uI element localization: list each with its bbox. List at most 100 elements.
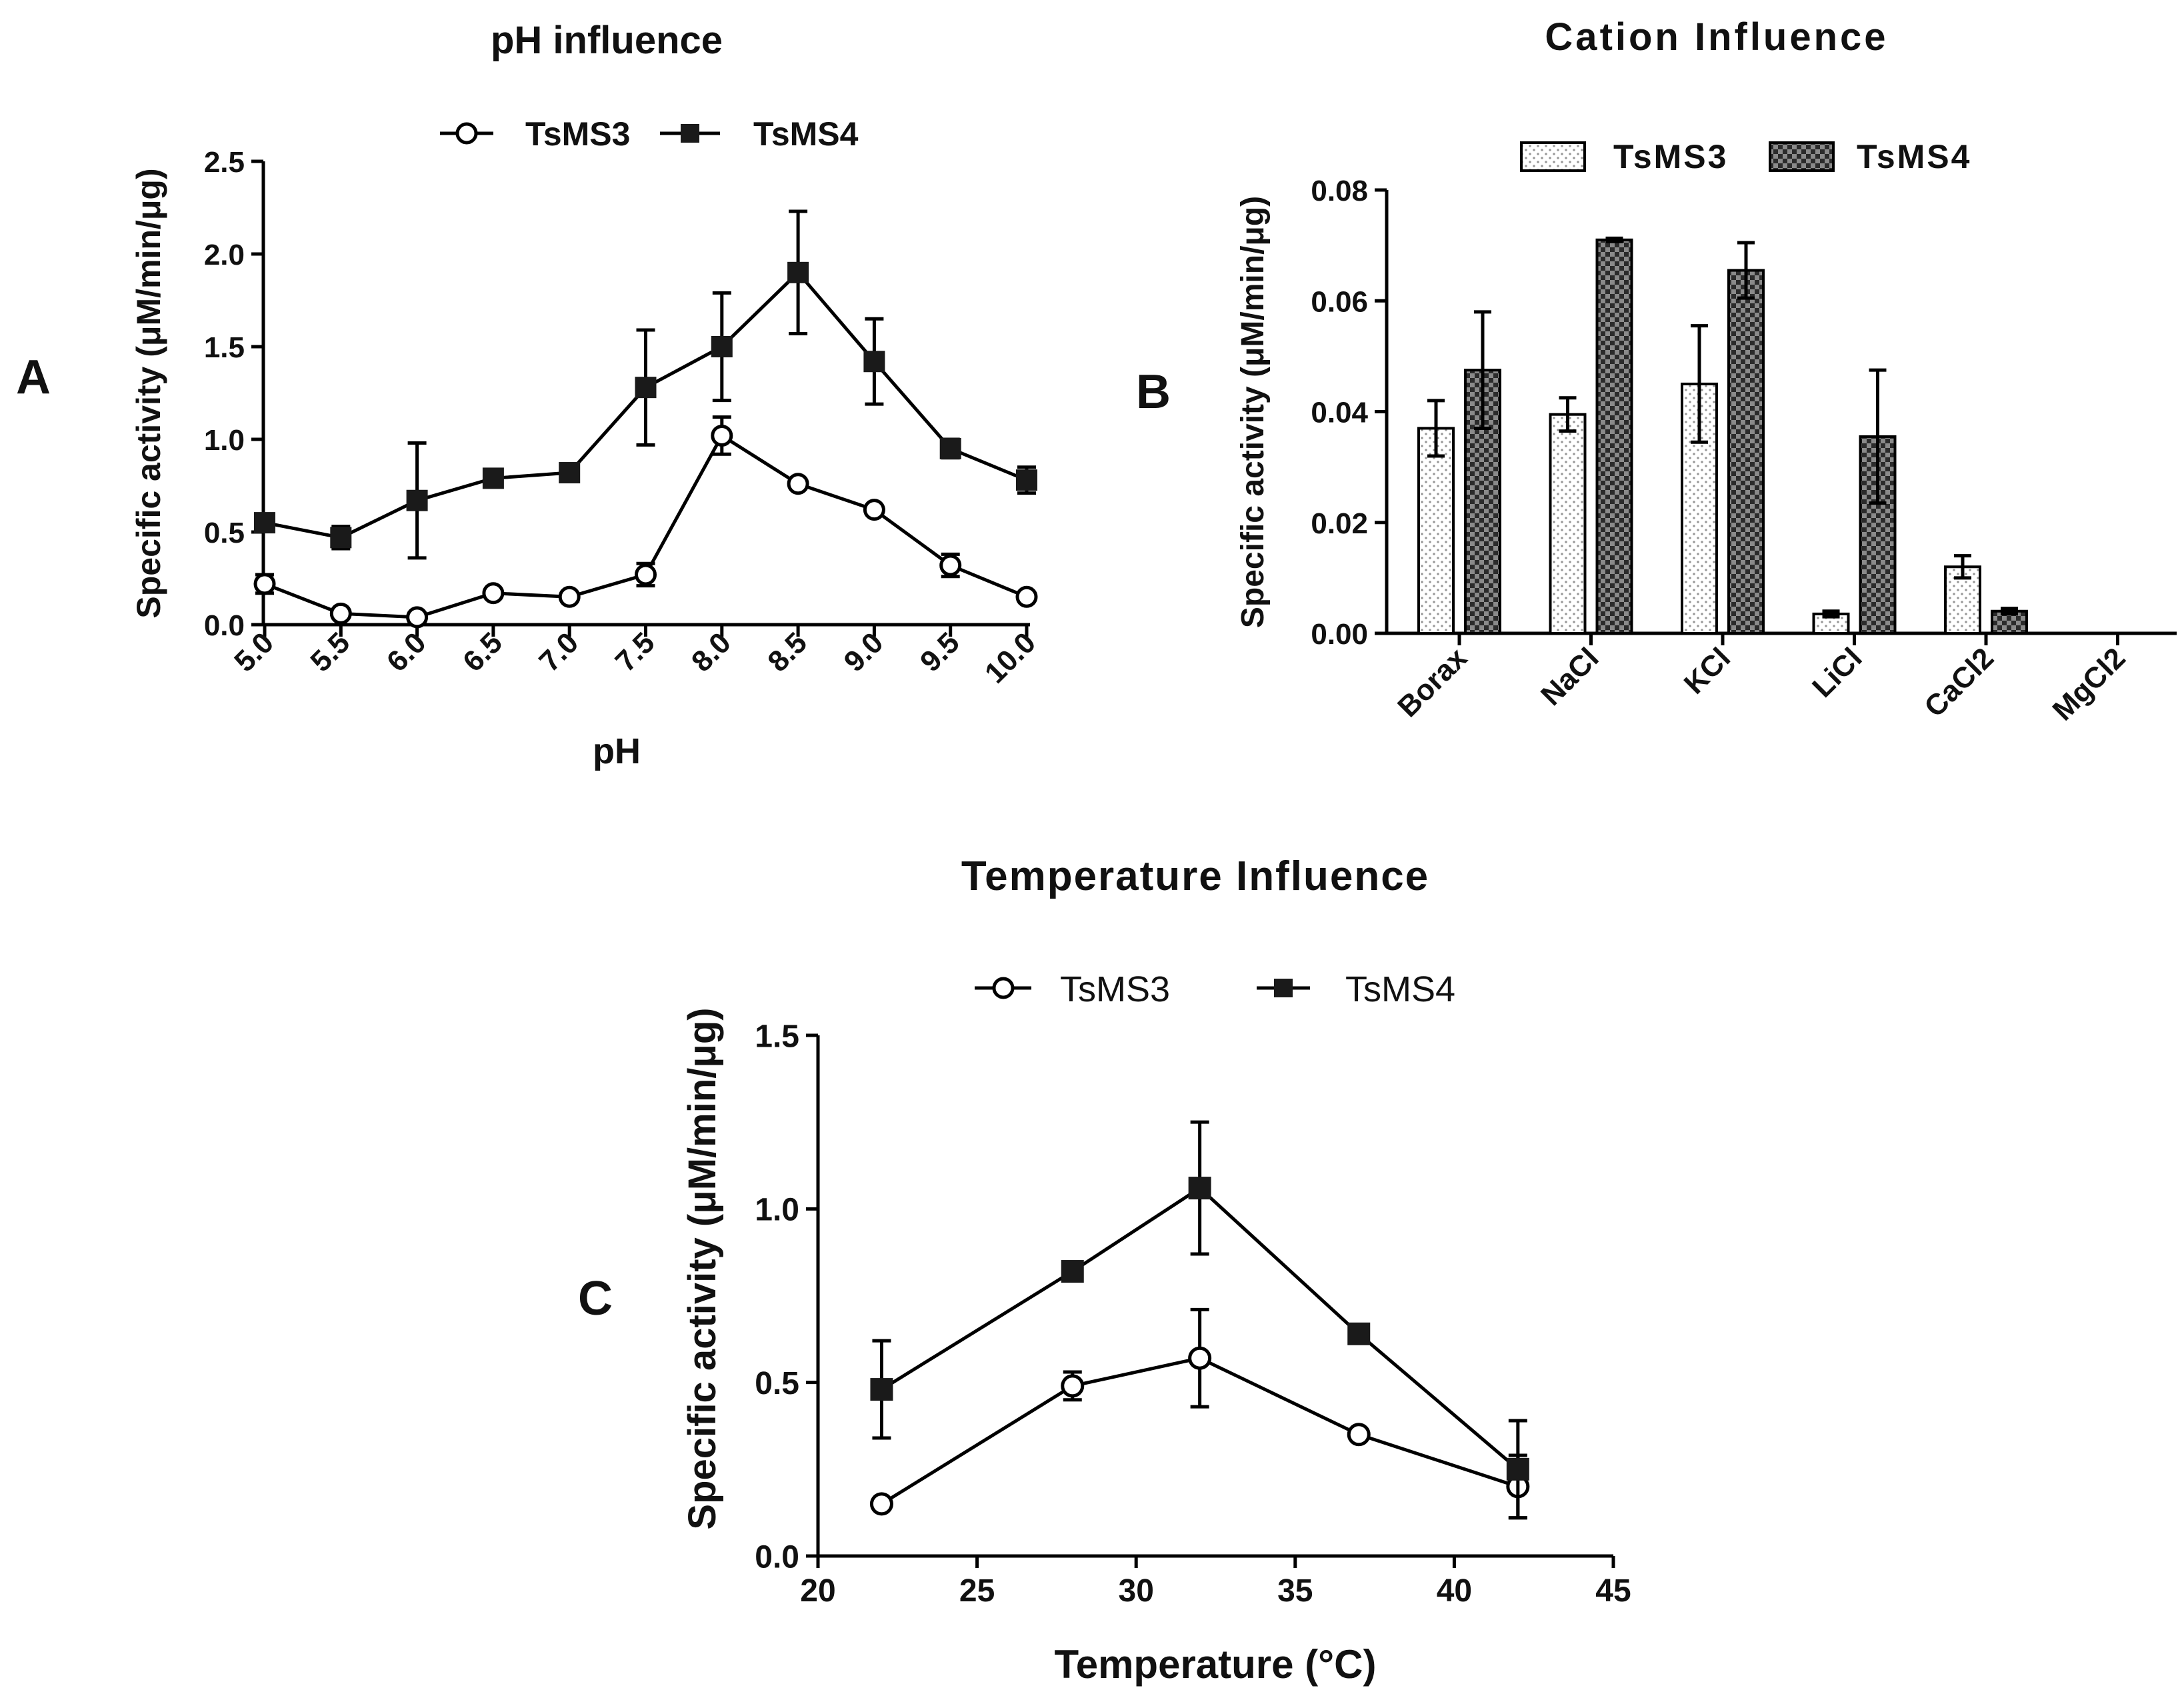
y-tick-label: 0.0 [204, 609, 245, 642]
x-tick-label: Borax [1391, 641, 1473, 723]
data-point-tsms4 [1061, 1260, 1084, 1283]
chart-b-ylabel: Specific activity (μM/min/μg) [1235, 196, 1271, 628]
x-tick-label: 7.0 [533, 626, 585, 678]
y-tick-label: 1.5 [755, 1019, 799, 1054]
legend-a-tsms3-marker [455, 122, 478, 145]
chart-c: Temperature Influence TsMS3 TsMS4 Temper… [681, 853, 1631, 1687]
chart-b-title: Cation Influence [1545, 15, 1888, 59]
chart-a: pH influence TsMS3 TsMS4 pH Specific act… [130, 19, 1042, 771]
data-point-tsms3 [1015, 585, 1038, 608]
chart-b-legend: TsMS3 TsMS4 [1520, 138, 1971, 175]
y-tick-label: 0.5 [755, 1366, 799, 1401]
x-tick-label: 8.5 [761, 626, 813, 678]
x-tick-label: 9.0 [838, 626, 890, 678]
chart-c-title: Temperature Influence [961, 853, 1429, 899]
chart-c-legend: TsMS3 TsMS4 [975, 969, 1455, 1009]
chart-a-legend: TsMS3 TsMS4 [440, 115, 859, 153]
chart-a-title: pH influence [491, 19, 723, 62]
data-point-tsms3 [482, 582, 505, 605]
chart-b: Cation Influence TsMS3 TsMS4 Specific ac… [1235, 15, 2177, 727]
series-line-tsms3 [264, 433, 1027, 619]
data-point-tsms3 [711, 424, 733, 447]
x-tick-label: LiCl [1806, 641, 1868, 703]
data-point-tsms4 [254, 512, 275, 534]
data-point-tsms3 [1347, 1423, 1371, 1447]
panel-label-a: A [16, 351, 51, 404]
y-tick-label: 1.5 [204, 331, 245, 364]
legend-c-tsms3-label: TsMS3 [1060, 969, 1170, 1009]
data-point-tsms3 [787, 473, 809, 495]
data-point-tsms3 [1188, 1346, 1212, 1370]
x-tick-label: 40 [1437, 1573, 1472, 1609]
y-tick-label: 1.0 [204, 424, 245, 457]
data-point-tsms4 [635, 377, 657, 399]
chart-c-xlabel: Temperature (°C) [1055, 1642, 1377, 1687]
chart-c-marks [869, 1120, 1530, 1520]
y-tick-label: 0.08 [1311, 175, 1368, 207]
data-point-tsms4 [559, 462, 581, 484]
legend-c-tsms4-label: TsMS4 [1345, 969, 1455, 1009]
y-tick-label: 0.00 [1311, 618, 1368, 651]
data-point-tsms4 [482, 467, 504, 489]
x-tick-label: NaCl [1535, 641, 1605, 712]
data-point-tsms3 [635, 563, 657, 586]
legend-c-tsms4-marker [1274, 979, 1293, 997]
bar-tsms4 [1595, 238, 1633, 635]
x-tick-label: 30 [1119, 1573, 1154, 1609]
data-point-tsms3 [329, 602, 352, 625]
data-point-tsms4 [870, 1378, 893, 1401]
x-tick-label: 10.0 [979, 626, 1042, 689]
legend-a-tsms4-label: TsMS4 [753, 115, 859, 153]
x-tick-label: 45 [1595, 1573, 1631, 1609]
x-tick-label: MgCl2 [2047, 641, 2132, 727]
bar-tsms3 [1417, 427, 1455, 635]
y-tick-label: 0.0 [755, 1539, 799, 1575]
data-point-tsms3 [939, 554, 962, 577]
legend-a-tsms3-label: TsMS3 [525, 115, 630, 153]
legend-b-tsms3-label: TsMS3 [1613, 138, 1728, 175]
legend-a-tsms4-marker [681, 124, 699, 143]
data-point-tsms3 [558, 585, 581, 608]
legend-c-tsms3-marker [992, 977, 1015, 999]
data-point-tsms4 [711, 336, 733, 357]
y-tick-label: 1.0 [755, 1193, 799, 1228]
panel-label-c: C [578, 1272, 613, 1325]
chart-a-xlabel: pH [593, 731, 641, 771]
data-point-tsms4 [1188, 1177, 1211, 1200]
x-tick-label: 25 [959, 1573, 995, 1609]
panel-label-b: B [1136, 365, 1171, 419]
chart-c-ticks: 0.0 0.5 1.0 1.5 20 25 30 35 40 45 [755, 1019, 1631, 1609]
legend-b-tsms4-label: TsMS4 [1857, 138, 1971, 175]
x-tick-label: 6.0 [381, 626, 433, 678]
legend-b-tsms3-swatch [1520, 141, 1586, 172]
data-point-tsms4 [863, 351, 885, 373]
data-point-tsms4 [1016, 469, 1037, 491]
data-point-tsms3 [1061, 1374, 1085, 1398]
x-tick-label: CaCl2 [1918, 641, 2000, 723]
y-tick-label: 0.02 [1311, 507, 1368, 540]
x-tick-label: KCl [1678, 641, 1737, 700]
x-tick-label: 6.5 [457, 626, 509, 678]
y-tick-label: 0.06 [1311, 285, 1368, 318]
x-tick-label: 7.5 [609, 626, 661, 678]
chart-a-ylabel: Specific activity (μM/min/μg) [130, 168, 167, 618]
data-point-tsms4 [1506, 1457, 1529, 1481]
data-point-tsms3 [863, 499, 885, 521]
x-tick-label: 5.5 [304, 626, 356, 678]
data-point-tsms4 [787, 261, 809, 283]
data-point-tsms3 [406, 606, 429, 629]
data-point-tsms4 [939, 437, 961, 459]
data-point-tsms4 [406, 489, 428, 511]
chart-b-marks [1417, 236, 2028, 635]
data-point-tsms3 [253, 573, 276, 595]
chart-c-ylabel: Specific activity (μM/min/μg) [681, 1007, 724, 1529]
y-tick-label: 2.5 [204, 146, 245, 179]
legend-b-tsms4-swatch [1769, 141, 1835, 172]
x-tick-label: 8.0 [685, 626, 737, 678]
x-tick-label: 9.5 [914, 626, 966, 678]
x-tick-label: 20 [800, 1573, 835, 1609]
chart-a-marks [253, 209, 1038, 629]
y-tick-label: 0.04 [1311, 397, 1368, 429]
bar-tsms4 [1727, 269, 1765, 635]
